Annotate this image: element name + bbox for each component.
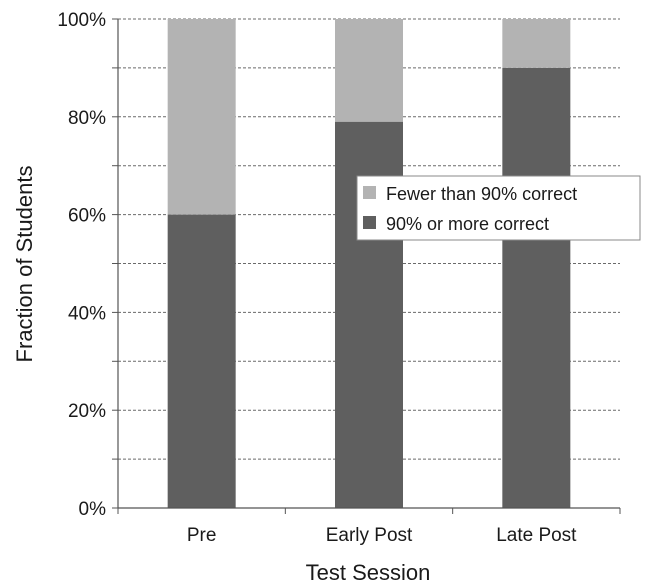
legend-label-fewer: Fewer than 90% correct: [386, 184, 577, 204]
bars: [167, 19, 571, 509]
x-tick-labels: Pre Early Post Late Post: [187, 525, 577, 546]
y-tick-label: 20%: [68, 401, 106, 422]
y-axis-title: Fraction of Students: [12, 166, 37, 363]
x-tick-label: Pre: [187, 525, 217, 546]
x-axis-title: Test Session: [306, 560, 431, 585]
bar-fewer-correct-early-post: [335, 19, 403, 122]
y-tick-label: 100%: [57, 10, 106, 31]
y-tick-labels: 0% 20% 40% 60% 80% 100%: [57, 10, 106, 520]
y-tick-label: 40%: [68, 303, 106, 324]
bar-fewer-correct-pre: [167, 19, 236, 215]
x-tick-label: Early Post: [326, 525, 413, 546]
legend-box: [356, 175, 641, 241]
axes: [112, 18, 621, 514]
x-tick-label: Late Post: [496, 525, 577, 546]
legend-swatch-more: [363, 216, 376, 229]
legend: Fewer than 90% correct 90% or more corre…: [356, 175, 641, 241]
legend-label-more: 90% or more correct: [386, 214, 549, 234]
y-tick-label: 60%: [68, 206, 106, 227]
y-tick-label: 0%: [79, 499, 107, 520]
y-tick-label: 80%: [68, 108, 106, 129]
bar-fewer-correct-late-post: [502, 19, 571, 68]
bar-more-correct-pre: [167, 214, 236, 508]
bar-more-correct-late-post: [502, 67, 571, 509]
legend-swatch-fewer: [363, 186, 376, 199]
